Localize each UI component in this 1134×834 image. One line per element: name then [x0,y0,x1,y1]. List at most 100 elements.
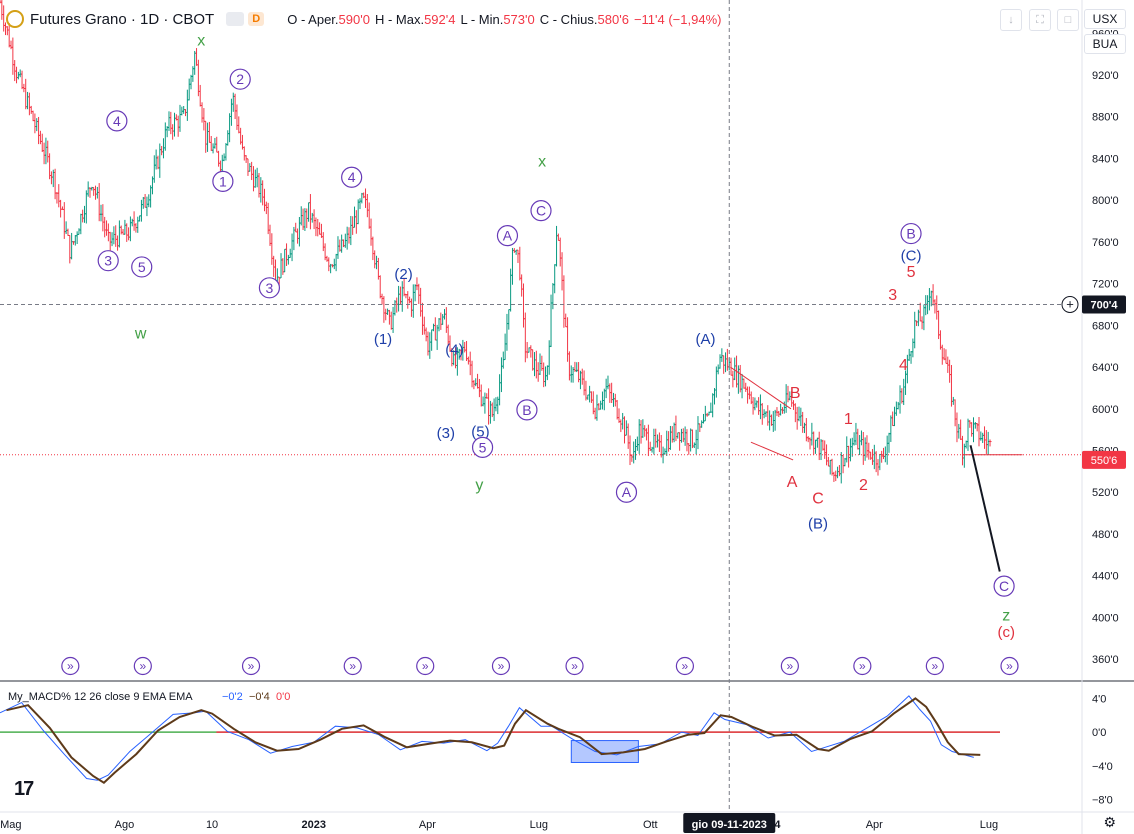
wave-label: A [622,484,632,500]
settings-gear-icon[interactable]: ⚙ [1103,814,1116,830]
event-marker-icon[interactable] [925,656,944,676]
wave-label: (A) [695,331,715,348]
event-marker-glyph: » [422,659,429,673]
wave-label: 2 [236,71,244,87]
event-marker-glyph: » [248,659,255,673]
macd-line [0,695,974,781]
currency-selector[interactable]: USX [1084,9,1126,29]
time-tick-label: Lug [530,819,548,831]
price-tick-label: 800'0 [1092,195,1119,207]
event-marker-glyph: » [67,659,74,673]
symbol-dot [6,10,24,28]
wave-label: (1) [374,331,392,348]
wave-circle [900,222,922,245]
wave-label: 1 [219,173,227,189]
last-price-value: 550'6 [1091,455,1118,467]
price-tick-label: 920'0 [1092,70,1119,82]
wave-label: (4) [445,341,463,358]
price-tick-label: 440'0 [1092,571,1119,583]
wave-label: (2) [394,266,412,283]
event-marker-icon[interactable] [61,656,80,676]
macd-tick-label: 4'0 [1092,693,1106,705]
event-marker-glyph: » [139,659,146,673]
open-value: 590'0 [338,11,370,27]
price-tick-label: 400'0 [1092,612,1119,624]
wave-label: w [134,326,147,343]
visibility-toggle-icon[interactable] [226,12,245,26]
macd-legend-v2: −0'4 [249,691,270,703]
event-marker-glyph: » [349,659,356,673]
wave-label: (3) [437,425,455,442]
projection-line[interactable] [969,445,1001,572]
event-marker-icon[interactable] [780,656,799,676]
wave-label: 4 [899,357,908,374]
event-marker-icon[interactable] [1000,656,1019,676]
wave-label: B [790,385,801,402]
tradingview-logo-icon: 17 [14,778,34,800]
event-marker-glyph: » [571,659,578,673]
wave-circle [258,277,281,299]
event-marker-icon[interactable] [853,656,872,676]
time-tick-label: 2023 [302,819,326,831]
event-marker-icon[interactable] [491,656,511,676]
price-tick-label: 600'0 [1092,404,1119,416]
event-marker-icon[interactable] [416,656,435,676]
wave-label: (5) [471,424,489,441]
price-tick-label: 520'0 [1092,487,1119,499]
event-marker-icon[interactable] [241,656,261,676]
chart-header: Futures Grano · 1D · CBOT D O - Aper. 59… [6,8,721,30]
macd-legend-v1: −0'2 [222,691,243,703]
wave-label: x [538,154,546,171]
event-marker-icon[interactable] [133,656,152,676]
crosshair-date-value: gio 09-11-2023 [692,819,767,831]
time-tick-label: 10 [206,819,218,831]
open-label: O - Aper. [287,11,339,27]
time-tick-label: Apr [419,819,436,831]
event-marker-icon[interactable] [565,656,584,676]
macd-highlight-box[interactable] [570,740,639,763]
wave-circle [229,68,251,90]
wave-circle [131,256,153,278]
wave-label: 2 [859,477,868,494]
wave-circle [615,481,638,503]
snapshot-icon[interactable]: □ [1057,9,1079,31]
event-marker-icon[interactable] [343,656,362,676]
time-tick-label: Ott [643,819,658,831]
wave-label: 4 [113,113,121,129]
download-icon[interactable]: ↓ [1000,9,1022,31]
crosshair-date-badge [683,813,776,833]
wave-label: 1 [844,411,853,428]
change-value: −11'4 (−1,94%) [633,11,722,27]
price-tick-label: 480'0 [1092,529,1119,541]
event-marker-icon[interactable] [675,656,695,676]
price-tick-label: 360'0 [1092,654,1119,666]
wave-label: (C) [901,247,922,264]
wave-label: A [787,474,798,491]
add-alert-glyph: + [1066,296,1074,311]
triangle-upper-line[interactable] [730,366,792,410]
price-tick-label: 840'0 [1092,153,1119,165]
price-tick-label: 720'0 [1092,279,1119,291]
high-label: H - Max. [374,11,425,27]
wave-circle [471,436,494,458]
price-tick-label: 880'0 [1092,112,1119,124]
wave-circle [516,399,538,421]
wave-label: C [812,491,824,508]
wave-label: (c) [998,624,1016,641]
fullscreen-icon[interactable]: ⛶ [1029,9,1051,31]
wave-label: x [197,33,205,50]
delayed-data-badge[interactable]: D [248,12,265,26]
close-value: 580'6 [597,11,629,27]
macd-legend-v3: 0'0 [276,691,290,703]
triangle-lower-line[interactable] [750,441,794,461]
wave-label: C [999,578,1009,594]
event-marker-glyph: » [498,659,505,673]
wave-label: 3 [266,280,274,296]
add-alert-icon[interactable] [1061,295,1079,313]
event-marker-glyph: » [859,659,866,673]
exchange-selector[interactable]: BUA [1084,34,1126,54]
macd-signal-line [6,697,981,784]
symbol-title[interactable]: Futures Grano · 1D · CBOT [30,10,215,28]
wave-label: 4 [348,169,356,185]
